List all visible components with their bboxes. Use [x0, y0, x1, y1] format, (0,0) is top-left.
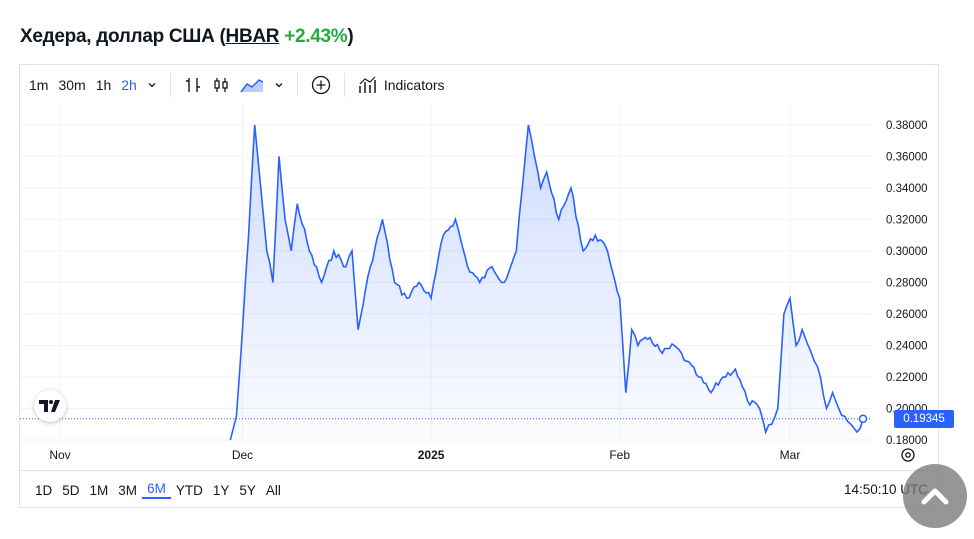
range-6m[interactable]: 6M — [142, 481, 171, 499]
scroll-to-top-button[interactable] — [903, 464, 967, 528]
range-1m[interactable]: 1M — [89, 482, 109, 498]
gear-icon[interactable] — [901, 448, 915, 462]
area-chart-icon[interactable] — [235, 65, 269, 105]
price-change: +2.43% — [284, 26, 348, 47]
y-tick-label: 0.34000 — [886, 183, 928, 195]
y-tick-label: 0.22000 — [886, 372, 928, 384]
interval-30m[interactable]: 30m — [58, 77, 86, 93]
title-prefix: Хедера, доллар США ( — [20, 26, 226, 47]
price-chart[interactable]: 0.180000.200000.220000.240000.260000.280… — [20, 105, 938, 470]
range-1d[interactable]: 1D — [35, 482, 53, 498]
chevron-up-icon — [921, 488, 949, 505]
range-bar: 1D 5D 1M 3M 6M YTD 1Y 5Y All 14:50:10 UT… — [20, 470, 938, 509]
last-price-marker — [858, 414, 868, 424]
interval-1m[interactable]: 1m — [29, 77, 49, 93]
tradingview-logo[interactable] — [34, 390, 66, 422]
y-tick-label: 0.28000 — [886, 277, 928, 289]
toolbar-divider — [296, 73, 298, 97]
range-3m[interactable]: 3M — [118, 482, 138, 498]
x-tick-label: Dec — [232, 448, 253, 462]
x-tick-label: Nov — [49, 448, 70, 462]
indicators-label: Indicators — [383, 77, 445, 93]
x-tick-label: Feb — [609, 448, 630, 462]
chevron-down-icon[interactable] — [142, 65, 162, 105]
y-tick-label: 0.26000 — [886, 309, 928, 321]
last-price-label: 0.19345 — [894, 409, 954, 428]
x-tick-label: Mar — [780, 448, 801, 462]
toolbar-divider — [343, 73, 345, 97]
y-tick-label: 0.24000 — [886, 340, 928, 352]
range-5d[interactable]: 5D — [62, 482, 80, 498]
y-axis: 0.180000.200000.220000.240000.260000.280… — [886, 120, 928, 447]
candlestick-icon[interactable] — [207, 65, 235, 105]
ticker-link[interactable]: HBAR — [225, 26, 280, 47]
y-tick-label: 0.36000 — [886, 151, 928, 163]
range-all[interactable]: All — [265, 482, 281, 498]
bar-chart-icon[interactable] — [179, 65, 207, 105]
interval-2h[interactable]: 2h — [121, 77, 137, 93]
indicators-button[interactable]: Indicators — [353, 65, 450, 105]
y-tick-label: 0.30000 — [886, 246, 928, 258]
title-suffix: ) — [347, 26, 354, 47]
chevron-down-icon[interactable] — [269, 65, 289, 105]
toolbar-divider — [169, 73, 171, 97]
range-1y[interactable]: 1Y — [212, 482, 230, 498]
x-axis: Nov Dec 2025 Feb Mar — [49, 448, 800, 462]
interval-1h[interactable]: 1h — [95, 77, 112, 93]
x-tick-label: 2025 — [418, 448, 445, 462]
indicators-icon — [359, 76, 376, 93]
chart-toolbar: 1m 30m 1h 2h Indicators — [20, 65, 938, 105]
page-title: Хедера, доллар США (HBAR +2.43%) — [20, 26, 354, 48]
price-line — [229, 124, 864, 441]
price-area — [230, 124, 864, 441]
chart-widget: 1m 30m 1h 2h Indicators — [19, 64, 954, 509]
y-tick-label: 0.38000 — [886, 120, 928, 132]
plus-circle-icon[interactable] — [306, 65, 336, 105]
y-tick-label: 0.18000 — [886, 435, 928, 447]
y-tick-label: 0.32000 — [886, 214, 928, 226]
range-5y[interactable]: 5Y — [239, 482, 256, 498]
range-ytd[interactable]: YTD — [175, 482, 203, 498]
